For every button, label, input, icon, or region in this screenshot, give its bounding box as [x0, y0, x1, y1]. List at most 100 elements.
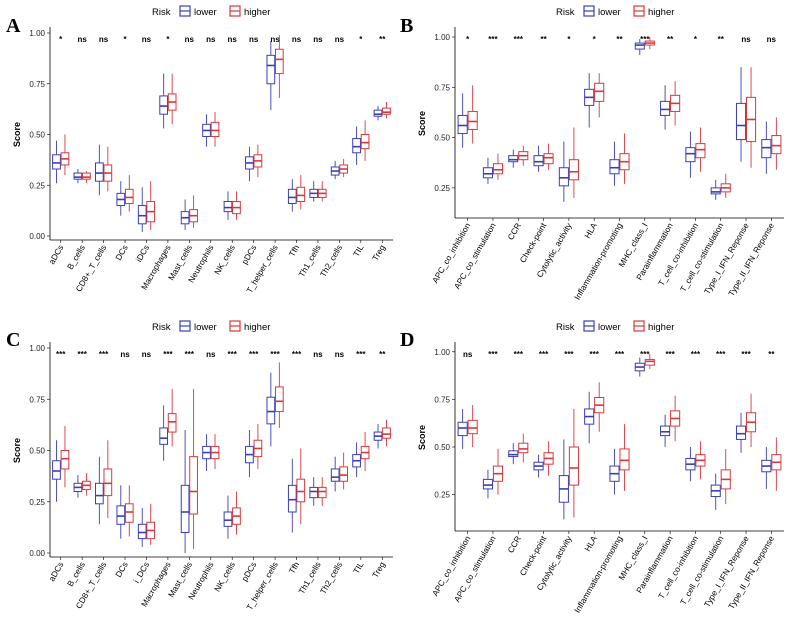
box-lower-nk-cells: [223, 511, 233, 527]
panel-c: C Risk lower higher 0.00 0.25 0.50 0.75 1.00 Sco…: [6, 320, 393, 612]
category-label-nk-cells: NK_cells: [212, 560, 237, 593]
legend-title: Risk: [152, 322, 171, 333]
y-tick-label: 1.00: [434, 348, 450, 357]
significance-t-cell-co-stimulation: ***: [716, 350, 726, 359]
box-higher-check-point: [543, 153, 554, 165]
box-higher-type-ii-ifn-reponse: [771, 135, 782, 155]
y-tick-label: 0.50: [434, 134, 450, 143]
box-lower-t-cell-co-stimulation: [710, 187, 721, 195]
y-tick-label: 0.25: [29, 181, 45, 190]
category-label-pdcs: pDCs: [239, 560, 258, 583]
significance-treg: **: [379, 350, 386, 359]
category-label-type-i-ifn-reponse: Type_I_IFN_Reponse: [702, 221, 751, 296]
box-higher-macrophages: [167, 413, 177, 433]
category-label-pdcs: pDCs: [239, 243, 258, 266]
box-higher-inflammation-promoting: [619, 448, 630, 471]
box-higher-apc-co-inhibition: [467, 110, 478, 131]
box-lower-parainflammation: [660, 100, 671, 116]
box-higher-cytolytic-activity: [568, 159, 579, 181]
category-label-inflammation-promoting: Inflammation-promoting: [572, 221, 624, 302]
box-lower-apc-co-inhibition: [457, 421, 468, 437]
box-higher-dcs: [124, 503, 134, 523]
y-tick-label: 0.50: [29, 447, 45, 456]
legend-label-lower: lower: [598, 7, 621, 18]
y-tick-label: 0.25: [434, 491, 450, 500]
significance-nk-cells: ***: [228, 350, 238, 359]
category-label-dcs: DCs: [113, 243, 130, 262]
box-lower-type-i-ifn-reponse: [735, 102, 747, 141]
category-label-treg: Treg: [370, 243, 387, 263]
box-higher-til: [360, 134, 370, 150]
box-higher-treg: [382, 427, 391, 439]
category-label-ccr: CCR: [505, 534, 523, 555]
box-lower-cd8-t-cells: [94, 482, 104, 505]
significance-mhc-class-i: ***: [640, 35, 650, 44]
box-higher-cd8-t-cells: [103, 468, 113, 497]
significance-til: ***: [356, 350, 366, 359]
y-axis-title: Score: [417, 425, 427, 450]
significance-apc-co-stimulation: ***: [488, 350, 498, 359]
box-higher-hla: [594, 82, 605, 102]
panel-d-label: D: [400, 329, 414, 351]
box-lower-mhc-class-i: [634, 42, 645, 50]
legend-label-lower: lower: [598, 322, 621, 333]
significance-ccr: ***: [514, 350, 524, 359]
y-tick-label: 0.50: [29, 131, 45, 140]
significance-type-i-ifn-reponse: ns: [741, 35, 751, 44]
panel-d: D Risk lower higher 0.25 0.50 0.75 1.00 Score ns…: [400, 320, 784, 614]
panel-b: B Risk lower higher0.250.500.751.00Score*A…: [400, 5, 784, 302]
box-lower-nk-cells: [223, 200, 233, 213]
significance-mhc-class-i: ***: [640, 350, 650, 359]
y-tick-label: 0.75: [29, 80, 45, 89]
panel-a-label: A: [6, 15, 21, 37]
box-lower-dcs: [116, 505, 126, 525]
box-higher-treg: [382, 107, 391, 115]
box-lower-inflammation-promoting: [609, 159, 620, 175]
significance-th1-cells: ns: [313, 350, 323, 359]
box-lower-til: [352, 138, 361, 154]
box-lower-parainflammation: [660, 425, 671, 437]
category-label-dcs: DCs: [113, 560, 130, 579]
box-lower-type-i-ifn-reponse: [735, 425, 747, 440]
significance-type-i-ifn-reponse: ***: [741, 350, 751, 359]
significance-t-cell-co-stimulation: **: [718, 35, 725, 44]
significance-cytolytic-activity: ***: [564, 350, 574, 359]
category-label-adcs: aDCs: [46, 560, 65, 583]
box-lower-ccr: [508, 450, 519, 458]
box-lower-t-helper-cells: [266, 396, 276, 425]
significance-type-ii-ifn-reponse: **: [768, 350, 775, 359]
box-higher-adcs: [60, 450, 70, 470]
legend-title: Risk: [556, 322, 575, 333]
y-tick-label: 0.50: [434, 443, 450, 452]
significance-i-dcs: ns: [142, 350, 152, 359]
category-label-hla: HLA: [582, 221, 599, 240]
box-lower-adcs: [52, 154, 61, 170]
category-label-hla: HLA: [582, 534, 599, 553]
significance-macrophages: *: [166, 35, 170, 44]
y-tick-label: 1.00: [29, 344, 45, 353]
significance-hla: *: [593, 35, 597, 44]
panel-a: A Risk lower higher 0.00 0.25 0.50 0.75 1.00 Sco…: [6, 5, 393, 295]
significance-idcs: ns: [142, 35, 152, 44]
box-lower-idcs: [137, 205, 147, 225]
y-axis-title: Score: [12, 438, 22, 463]
box-higher-apc-co-stimulation: [492, 163, 504, 175]
box-higher-t-helper-cells: [274, 386, 284, 413]
significance-type-ii-ifn-reponse: ns: [767, 35, 777, 44]
box-higher-ccr: [518, 442, 529, 454]
category-label-nk-cells: NK_cells: [212, 243, 237, 276]
box-lower-th1-cells: [309, 486, 319, 499]
significance-apc-co-inhibition: *: [466, 35, 470, 44]
significance-mast-cells: ns: [185, 35, 195, 44]
significance-parainflammation: **: [667, 35, 674, 44]
legend-title: Risk: [556, 7, 575, 18]
significance-apc-co-inhibition: ns: [463, 350, 473, 359]
y-axis-title: Score: [12, 122, 22, 147]
significance-check-point: **: [540, 35, 547, 44]
legend-label-lower: lower: [194, 7, 217, 18]
box-lower-macrophages: [159, 427, 169, 445]
box-lower-i-dcs: [137, 523, 147, 540]
significance-nk-cells: ns: [228, 35, 238, 44]
significance-th2-cells: ns: [335, 350, 345, 359]
box-higher-tfh: [296, 478, 306, 503]
